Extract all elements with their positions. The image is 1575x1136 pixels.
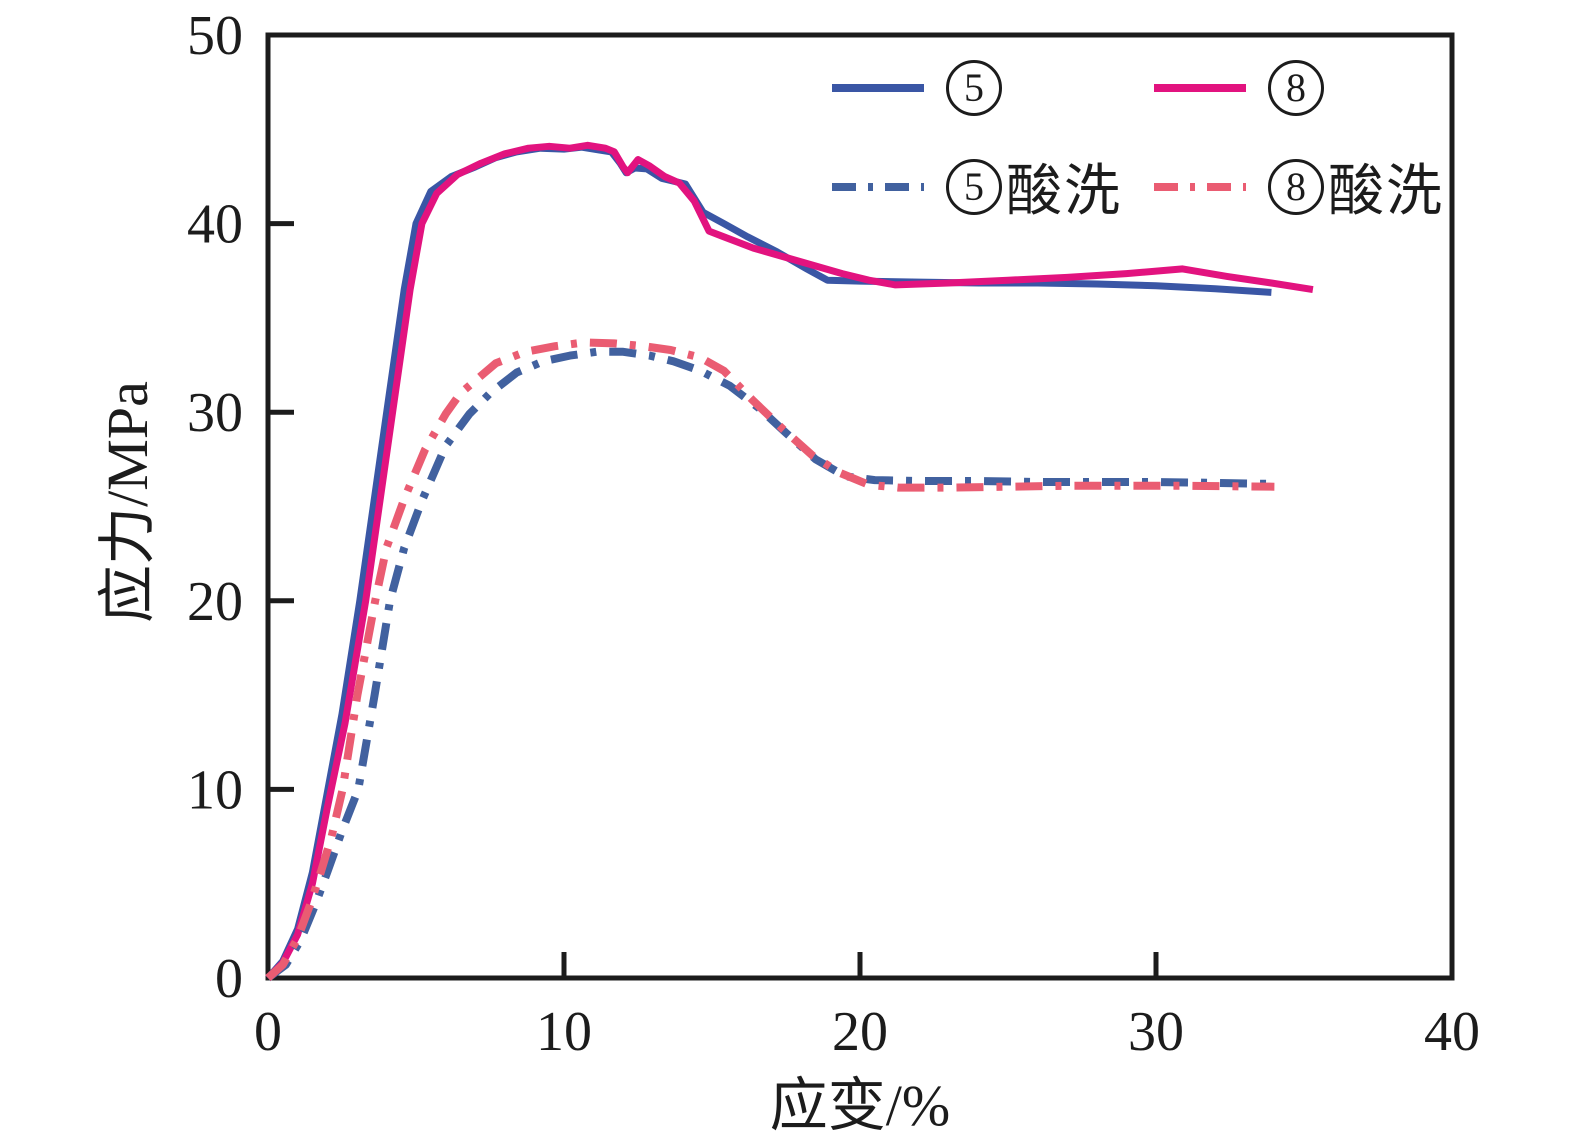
circled-digit-8: 8 — [1268, 158, 1324, 215]
y-axis-title: 应力/MPa — [95, 381, 160, 623]
y-tick-label: 0 — [215, 948, 243, 1010]
y-tick-label: 20 — [187, 571, 243, 633]
circled-digit-5: 5 — [946, 60, 1002, 116]
x-tick-label: 30 — [1128, 1001, 1184, 1063]
circled-digit-5: 5 — [946, 158, 1002, 215]
legend-label-5-suanxi: 5 酸洗 — [946, 146, 1132, 227]
x-axis-title: 应变/% — [769, 1073, 951, 1136]
x-tick-label: 10 — [536, 1001, 592, 1063]
legend-suffix-suanxi: 酸洗 — [1328, 161, 1444, 223]
series-line-5-suanxi — [265, 347, 1272, 982]
y-tick-label: 30 — [187, 382, 243, 444]
plot-frame — [265, 32, 1455, 981]
legend-label-8: 8 — [1268, 60, 1444, 116]
legend-suffix-suanxi: 酸洗 — [1006, 161, 1122, 223]
legend: 5 8 5 酸洗 8 酸洗 — [830, 60, 1444, 227]
series-line-8 — [265, 141, 1314, 981]
y-tick-label: 50 — [187, 5, 243, 67]
legend-sample-8-suanxi — [1154, 182, 1246, 191]
y-tick-label: 40 — [187, 194, 243, 256]
y-tick-label: 10 — [187, 759, 243, 821]
circled-digit-8: 8 — [1268, 60, 1324, 116]
x-tick-label: 0 — [254, 1001, 282, 1063]
x-tick-label: 20 — [832, 1001, 888, 1063]
legend-label-5: 5 — [946, 60, 1132, 116]
legend-sample-8 — [1154, 84, 1246, 92]
legend-sample-5-suanxi — [832, 182, 924, 191]
legend-sample-5 — [832, 84, 924, 92]
series-line-8-suanxi — [265, 338, 1275, 981]
x-tick-label: 40 — [1424, 1001, 1480, 1063]
legend-label-8-suanxi: 8 酸洗 — [1268, 146, 1444, 227]
